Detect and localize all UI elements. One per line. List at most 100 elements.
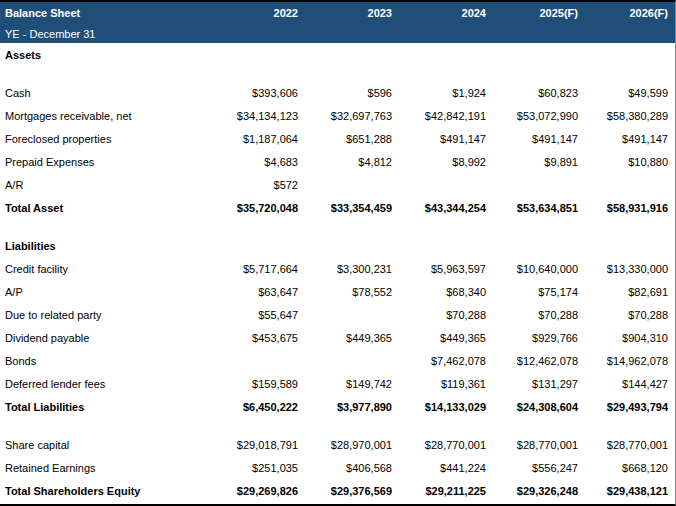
cell-value: $29,326,248 <box>486 485 578 497</box>
cell-value: $70,288 <box>392 309 486 321</box>
year-column-header-2025f: 2025(F) <box>486 7 578 19</box>
cell-value: $63,647 <box>212 286 298 298</box>
cell-value: $29,493,794 <box>578 401 668 413</box>
cell-value: $68,340 <box>392 286 486 298</box>
table-header: Balance Sheet 2022 2023 2024 2025(F) 202… <box>0 2 675 43</box>
cell-value: $53,634,851 <box>486 202 578 214</box>
table-row: Cash $393,606 $596 $1,924 $60,823 $49,59… <box>0 81 675 104</box>
row-label: Foreclosed properties <box>0 133 212 145</box>
cell-value: $58,931,916 <box>578 202 668 214</box>
table-row: A/R $572 <box>0 173 675 196</box>
cell-value: $4,812 <box>298 156 392 168</box>
cell-value: $10,880 <box>578 156 668 168</box>
row-label: Bonds <box>0 355 212 367</box>
cell-value: $3,977,890 <box>298 401 392 413</box>
cell-value: $1,924 <box>392 87 486 99</box>
cell-value: $9,891 <box>486 156 578 168</box>
cell-value: $70,288 <box>486 309 578 321</box>
cell-value: $78,552 <box>298 286 392 298</box>
cell-value: $35,720,048 <box>212 202 298 214</box>
cell-value: $42,842,191 <box>392 110 486 122</box>
cell-value: $70,288 <box>578 309 668 321</box>
cell-value: $491,147 <box>392 133 486 145</box>
table-row: Total Shareholders Equity $29,269,826 $2… <box>0 479 675 502</box>
spacer-row <box>0 418 675 433</box>
row-label: Liabilities <box>0 240 212 252</box>
row-label: Retained Earnings <box>0 462 212 474</box>
balance-sheet-body: Assets Cash $393,606 $596 $1,924 $60,823… <box>0 43 675 506</box>
row-label: Mortgages receivable, net <box>0 110 212 122</box>
cell-value: $596 <box>298 87 392 99</box>
row-label: Total Asset <box>0 202 212 214</box>
cell-value: $144,427 <box>578 378 668 390</box>
cell-value: $29,211,225 <box>392 485 486 497</box>
cell-value: $131,297 <box>486 378 578 390</box>
table-row: Total Liabilities $6,450,222 $3,977,890 … <box>0 395 675 418</box>
cell-value: $75,174 <box>486 286 578 298</box>
row-label: Prepaid Expenses <box>0 156 212 168</box>
cell-value: $29,018,791 <box>212 439 298 451</box>
row-label: Total Shareholders Equity <box>0 485 212 497</box>
cell-value: $8,992 <box>392 156 486 168</box>
row-label: A/R <box>0 179 212 191</box>
cell-value: $34,134,123 <box>212 110 298 122</box>
cell-value: $82,691 <box>578 286 668 298</box>
cell-value: $28,770,001 <box>578 439 668 451</box>
cell-value: $49,599 <box>578 87 668 99</box>
row-label: Due to related party <box>0 309 212 321</box>
year-column-header-2024: 2024 <box>392 7 486 19</box>
cell-value: $491,147 <box>486 133 578 145</box>
cell-value: $43,344,254 <box>392 202 486 214</box>
cell-value: $28,970,001 <box>298 439 392 451</box>
cell-value: $13,330,000 <box>578 263 668 275</box>
sheet-title: Balance Sheet <box>0 7 212 19</box>
cell-value: $32,697,763 <box>298 110 392 122</box>
cell-value: $491,147 <box>578 133 668 145</box>
cell-value: $7,462,078 <box>392 355 486 367</box>
cell-value: $651,288 <box>298 133 392 145</box>
cell-value: $5,963,597 <box>392 263 486 275</box>
cell-value: $572 <box>212 179 298 191</box>
cell-value: $55,647 <box>212 309 298 321</box>
cell-value: $556,247 <box>486 462 578 474</box>
cell-value: $14,962,078 <box>578 355 668 367</box>
cell-value: $29,438,121 <box>578 485 668 497</box>
cell-value: $33,354,459 <box>298 202 392 214</box>
table-row: Share capital $29,018,791 $28,970,001 $2… <box>0 433 675 456</box>
table-row: Total SE+Liabilities $35,720,048 $33,354… <box>0 502 675 506</box>
cell-value: $251,035 <box>212 462 298 474</box>
cell-value: $159,589 <box>212 378 298 390</box>
table-row: Due to related party $55,647 $70,288 $70… <box>0 303 675 326</box>
cell-value: $28,770,001 <box>486 439 578 451</box>
cell-value: $58,380,289 <box>578 110 668 122</box>
cell-value: $29,269,826 <box>212 485 298 497</box>
row-label: Credit facility <box>0 263 212 275</box>
spacer-row <box>0 66 675 81</box>
row-label: Total Liabilities <box>0 401 212 413</box>
cell-value: $60,823 <box>486 87 578 99</box>
table-row: Dividend payable $453,675 $449,365 $449,… <box>0 326 675 349</box>
cell-value: $904,310 <box>578 332 668 344</box>
table-row: A/P $63,647 $78,552 $68,340 $75,174 $82,… <box>0 280 675 303</box>
table-row: Mortgages receivable, net $34,134,123 $3… <box>0 104 675 127</box>
cell-value: $406,568 <box>298 462 392 474</box>
cell-value: $453,675 <box>212 332 298 344</box>
cell-value: $929,766 <box>486 332 578 344</box>
row-label: Cash <box>0 87 212 99</box>
cell-value: $149,742 <box>298 378 392 390</box>
year-column-header-2026f: 2026(F) <box>578 7 668 19</box>
cell-value: $53,072,990 <box>486 110 578 122</box>
table-row: Retained Earnings $251,035 $406,568 $441… <box>0 456 675 479</box>
table-row: Prepaid Expenses $4,683 $4,812 $8,992 $9… <box>0 150 675 173</box>
cell-value: $10,640,000 <box>486 263 578 275</box>
table-row: Assets <box>0 43 675 66</box>
cell-value: $28,770,001 <box>392 439 486 451</box>
cell-value: $14,133,029 <box>392 401 486 413</box>
year-column-header-2023: 2023 <box>298 7 392 19</box>
year-column-header-2022: 2022 <box>212 7 298 19</box>
cell-value: $12,462,078 <box>486 355 578 367</box>
table-row: Bonds $7,462,078 $12,462,078 $14,962,078 <box>0 349 675 372</box>
cell-value: $441,224 <box>392 462 486 474</box>
cell-value: $1,187,064 <box>212 133 298 145</box>
spacer-row <box>0 219 675 234</box>
